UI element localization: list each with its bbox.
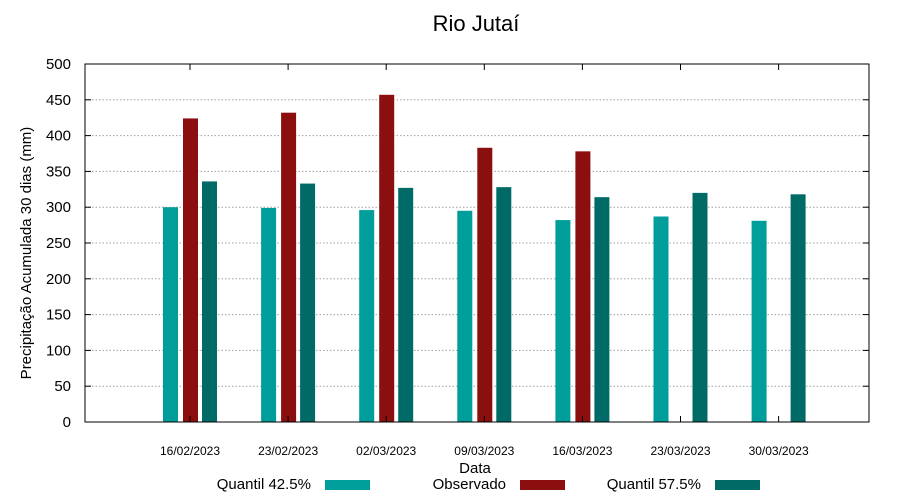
x-tick-label: 23/03/2023: [650, 444, 710, 458]
y-tick-label: 150: [46, 307, 71, 324]
bar-quantil-57-5: [202, 181, 217, 422]
bar-quantil-42-5: [751, 220, 767, 422]
legend-label: Quantil 57.5%: [607, 476, 701, 493]
legend-label: Quantil 42.5%: [217, 476, 311, 493]
x-tick-label: 16/02/2023: [160, 444, 220, 458]
bar-quantil-42-5: [457, 210, 473, 422]
y-axis-label: Precipitação Acumulada 30 dias (mm): [18, 127, 35, 380]
bar-quantil-57-5: [790, 194, 806, 422]
y-tick-label: 350: [46, 163, 71, 180]
y-tick-label: 200: [46, 271, 71, 288]
bar-observado: [477, 147, 493, 422]
legend-label: Observado: [433, 476, 506, 493]
bar-quantil-42-5: [555, 220, 571, 422]
bar-observado: [379, 94, 395, 423]
bar-quantil-42-5: [653, 216, 669, 422]
bar-quantil-57-5: [300, 183, 316, 422]
bar-quantil-42-5: [359, 210, 375, 422]
x-tick-label: 16/03/2023: [552, 444, 612, 458]
bar-quantil-42-5: [261, 207, 277, 422]
bar-quantil-57-5: [398, 187, 414, 422]
y-tick-label: 500: [46, 56, 71, 73]
legend: Quantil 42.5% Observado Quantil 57.5%: [217, 476, 760, 493]
bars: [163, 94, 806, 423]
chart-title: Rio Jutaí: [433, 11, 520, 36]
bar-quantil-57-5: [692, 192, 708, 422]
y-tick-label: 300: [46, 199, 71, 216]
legend-swatch: [715, 480, 760, 490]
y-tick-label: 400: [46, 128, 71, 145]
bar-quantil-42-5: [163, 207, 178, 422]
bar-observado: [183, 118, 198, 422]
x-axis-label: Data: [459, 460, 491, 477]
x-tick-label: 09/03/2023: [454, 444, 514, 458]
legend-swatch: [520, 480, 565, 490]
x-tick-label: 30/03/2023: [749, 444, 809, 458]
x-tick-label: 23/02/2023: [258, 444, 318, 458]
y-tick-label: 250: [46, 235, 71, 252]
bar-observado: [281, 112, 297, 423]
bar-observado: [575, 151, 591, 423]
x-axis-ticks: 16/02/2023 23/02/2023 02/03/2023 09/03/2023…: [160, 64, 809, 458]
y-tick-label: 0: [63, 414, 71, 431]
y-axis-ticks: 0 50 100 150 200 250 300 350 400 450 500: [46, 56, 869, 431]
bar-quantil-57-5: [496, 187, 512, 422]
x-tick-label: 02/03/2023: [356, 444, 416, 458]
y-tick-label: 50: [54, 378, 71, 395]
legend-swatch: [325, 480, 370, 490]
y-tick-label: 100: [46, 342, 71, 359]
bar-quantil-57-5: [594, 197, 610, 422]
y-tick-label: 450: [46, 92, 71, 109]
